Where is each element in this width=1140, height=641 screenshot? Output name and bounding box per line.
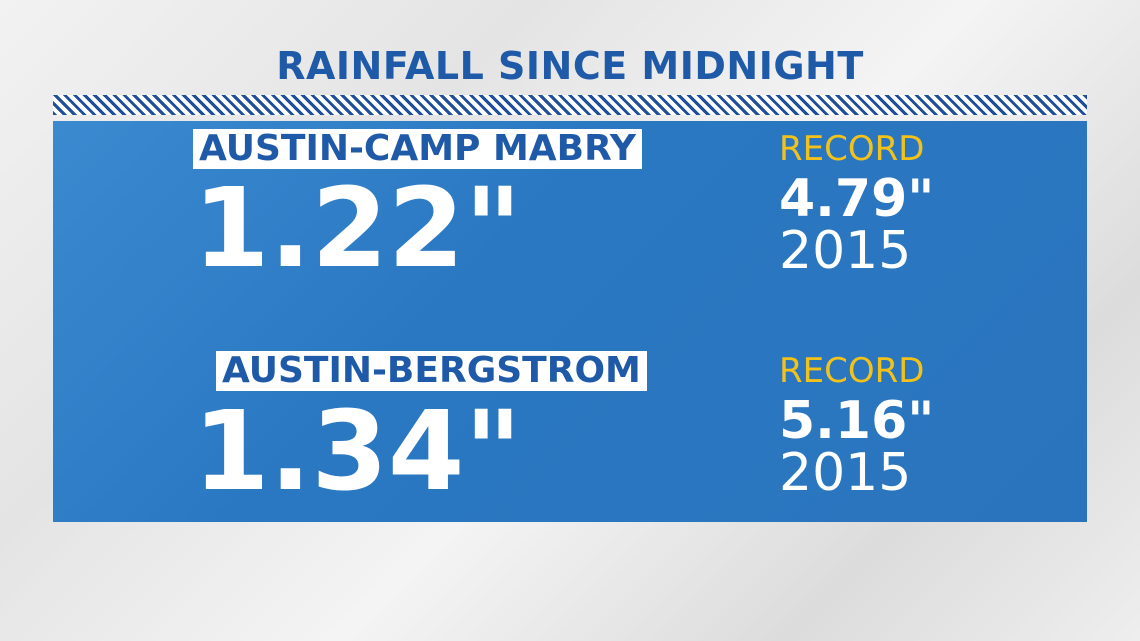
amount: 1.22" — [193, 164, 522, 292]
record-label: RECORD — [779, 351, 925, 391]
record-label: RECORD — [779, 129, 925, 169]
station-name: AUSTIN-BERGSTROM — [216, 351, 647, 391]
record-amount: 4.79" — [779, 169, 935, 229]
record-year: 2015 — [779, 443, 912, 503]
record-year: 2015 — [779, 221, 912, 281]
amount: 1.34" — [193, 387, 522, 515]
stripe — [53, 95, 1087, 115]
panel: AUSTIN-CAMP MABRY 1.22" RECORD 4.79" 201… — [53, 121, 1087, 522]
station-name: AUSTIN-CAMP MABRY — [193, 129, 642, 169]
title: RAINFALL SINCE MIDNIGHT — [276, 44, 864, 88]
record-amount: 5.16" — [779, 391, 935, 451]
